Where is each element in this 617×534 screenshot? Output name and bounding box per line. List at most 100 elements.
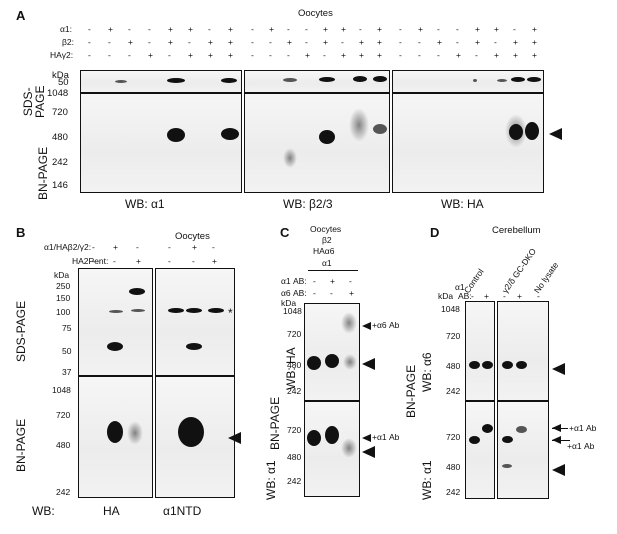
sign-a-b0-r2-l0: - [88,50,91,60]
sign-b-b0-r0-l1: + [113,242,118,252]
blot-a1-bn [80,93,242,193]
sign-c-r0-l0: - [313,276,316,286]
panel-c-rule [308,270,358,271]
sign-a-b1-r2-l5: + [341,50,346,60]
d-bot-480: 480 [446,462,461,472]
sign-a-b1-r0-l2: - [287,24,290,34]
sign-a-b2-r1-l3: - [456,37,459,47]
sign-a-b1-r2-l7: + [377,50,382,60]
sign-a-b0-r2-l2: - [128,50,131,60]
sign-a-b2-r2-l7: + [532,50,537,60]
sign-a-b2-r1-l5: - [494,37,497,47]
sign-a-b1-r1-l1: - [269,37,272,47]
blot-b23-sds [244,70,390,93]
sign-a-b2-r0-l5: + [494,24,499,34]
blot-d-dko-top [497,301,549,401]
panel-d-letter: D [430,225,440,240]
b-marker-250: 250 [56,281,71,291]
sign-a-b1-r0-l1: + [269,24,274,34]
sign-a-b2-r0-l3: - [456,24,459,34]
sign-a-b1-r0-l4: + [323,24,328,34]
sign-b-b0-r1-l2: + [136,256,141,266]
panel-d-bn-label: BN-PAGE [404,364,418,418]
panel-c-title-1: Oocytes [310,224,342,234]
c-arrow-a6ab-icon [362,322,371,330]
bn-marker-242: 242 [52,157,68,168]
sign-a-b0-r0-l6: - [208,24,211,34]
sign-b-b1-r1-l1: - [192,256,195,266]
row-label-a1: α1: [60,24,73,34]
blot-b-ha-sds [78,268,153,376]
c-top-480: 480 [287,360,302,370]
sign-a-b2-r2-l6: + [513,50,518,60]
sign-a-b2-r1-l4: + [475,37,480,47]
sign-a-b0-r0-l7: + [228,24,233,34]
sign-d-l0: - [471,291,474,301]
sign-a-b1-r2-l4: - [323,50,326,60]
b-marker-37: 37 [62,367,72,377]
sign-a-b0-r0-l2: - [128,24,131,34]
sign-a-b0-r0-l4: + [168,24,173,34]
sign-b-b1-r0-l0: - [168,242,171,252]
bn-marker-1048: 1048 [47,88,69,99]
panel-d-row-ab: AB: [458,291,472,301]
panel-c-title-2: β2 [322,235,332,245]
b-marker-720: 720 [56,410,71,420]
sign-c-r0-l1: + [330,276,335,286]
sign-a-b1-r2-l3: + [305,50,310,60]
panel-a-arrow-icon [549,128,562,140]
panel-b-wb-prefix: WB: [32,504,55,518]
panel-d-wb-top: WB: α6 [420,352,434,392]
panel-a-kda: kDa [52,70,69,81]
d-bot-720: 720 [446,432,461,442]
sign-a-b0-r1-l2: + [128,37,133,47]
blot-b23-bn [244,93,390,193]
b-marker-100: 100 [56,307,71,317]
panel-d-title: Cerebellum [492,225,541,236]
c-top-242: 242 [287,386,302,396]
sign-c-r1-l2: + [349,288,354,298]
sign-a-b0-r0-l0: - [88,24,91,34]
bn-marker-480: 480 [52,132,68,143]
panel-a-sds-label: SDS- PAGE [21,85,47,118]
panel-b-wb-ha: HA [103,504,120,518]
sign-a-b0-r2-l1: - [108,50,111,60]
wb-label-a1: WB: α1 [125,197,165,211]
b-marker-480: 480 [56,440,71,450]
sign-b-b0-r1-l1: - [113,256,116,266]
d-line-ann2 [552,440,570,441]
panel-b-wb-ntd: α1NTD [163,504,202,518]
sign-a-b0-r1-l6: + [208,37,213,47]
sign-a-b1-r0-l6: - [359,24,362,34]
sign-a-b0-r2-l6: + [208,50,213,60]
b-marker-242: 242 [56,487,71,497]
sign-c-r0-l2: - [349,276,352,286]
d-arrow-ann2-icon [552,436,561,444]
panel-b-title: Oocytes [175,231,210,242]
c-arrow-a1ab-icon [362,434,371,442]
sign-d-l4: - [537,291,540,301]
c-top-720: 720 [287,329,302,339]
blot-d-control-top [465,301,495,401]
sign-a-b1-r2-l2: - [287,50,290,60]
sign-a-b2-r2-l3: + [456,50,461,60]
sign-b-b1-r0-l1: + [192,242,197,252]
d-top-1048: 1048 [441,304,460,314]
sign-b-b0-r0-l0: - [92,242,95,252]
c-top-1048: 1048 [283,306,302,316]
sign-a-b1-r2-l0: - [251,50,254,60]
sign-a-b0-r2-l5: + [188,50,193,60]
blot-ha-sds [392,70,544,93]
sign-a-b2-r2-l2: - [437,50,440,60]
panel-b-row-1: α1/HAβ2/γ2: [44,242,92,252]
sign-b-b1-r0-l2: - [212,242,215,252]
c-bot-242: 242 [287,476,302,486]
panel-a-bn-label: BN-PAGE [36,146,50,200]
panel-b-letter: B [16,225,26,240]
sign-a-b2-r1-l6: + [513,37,518,47]
panel-d-wb-bottom: WB: α1 [420,460,434,500]
sign-a-b2-r1-l2: + [437,37,442,47]
sign-a-b2-r2-l1: - [418,50,421,60]
sign-a-b2-r1-l1: - [418,37,421,47]
d-top-242: 242 [446,386,461,396]
